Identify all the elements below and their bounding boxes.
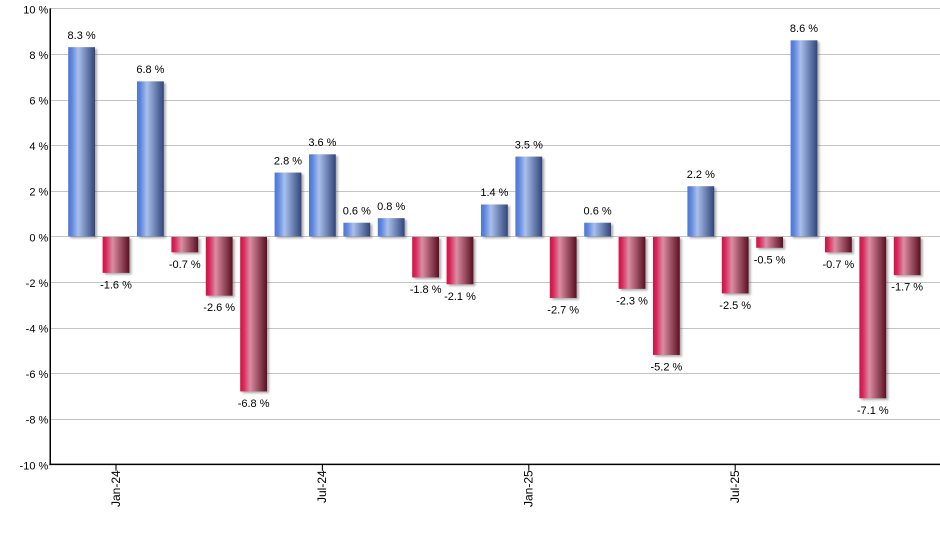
svg-text:-6.8 %: -6.8 % bbox=[238, 398, 270, 410]
svg-text:6.8 %: 6.8 % bbox=[136, 64, 164, 76]
svg-text:-0.7 %: -0.7 % bbox=[169, 259, 201, 271]
svg-text:-2.7 %: -2.7 % bbox=[547, 305, 579, 317]
svg-text:-2.1 %: -2.1 % bbox=[444, 291, 476, 303]
svg-text:-8 %: -8 % bbox=[26, 415, 49, 427]
svg-text:2.2 %: 2.2 % bbox=[687, 169, 715, 181]
svg-text:-10 %: -10 % bbox=[20, 460, 49, 472]
svg-text:3.6 %: 3.6 % bbox=[308, 137, 336, 149]
svg-text:Jul-25: Jul-25 bbox=[728, 470, 742, 503]
svg-text:-5.2 %: -5.2 % bbox=[651, 362, 683, 374]
svg-text:-6 %: -6 % bbox=[26, 369, 49, 381]
svg-text:Jan-25: Jan-25 bbox=[522, 470, 536, 507]
svg-text:2.8 %: 2.8 % bbox=[274, 155, 302, 167]
svg-text:-2.5 %: -2.5 % bbox=[719, 300, 751, 312]
svg-text:-2.6 %: -2.6 % bbox=[203, 302, 235, 314]
svg-text:Jan-24: Jan-24 bbox=[109, 470, 123, 507]
svg-text:10 %: 10 % bbox=[23, 4, 48, 16]
svg-text:-1.8 %: -1.8 % bbox=[410, 284, 442, 296]
svg-text:0.8 %: 0.8 % bbox=[377, 201, 405, 213]
svg-text:Jul-24: Jul-24 bbox=[315, 470, 329, 503]
svg-text:0.6 %: 0.6 % bbox=[584, 205, 612, 217]
svg-text:-2 %: -2 % bbox=[26, 278, 49, 290]
svg-text:-1.7 %: -1.7 % bbox=[891, 282, 923, 294]
svg-text:8 %: 8 % bbox=[29, 50, 48, 62]
svg-text:1.4 %: 1.4 % bbox=[480, 187, 508, 199]
svg-text:0.6 %: 0.6 % bbox=[343, 205, 371, 217]
svg-text:-1.6 %: -1.6 % bbox=[100, 279, 132, 291]
svg-text:4 %: 4 % bbox=[29, 141, 48, 153]
svg-text:8.6 %: 8.6 % bbox=[790, 23, 818, 35]
svg-text:8.3 %: 8.3 % bbox=[68, 30, 96, 42]
svg-text:6 %: 6 % bbox=[29, 96, 48, 108]
svg-text:-4 %: -4 % bbox=[26, 324, 49, 336]
svg-text:2 %: 2 % bbox=[29, 187, 48, 199]
svg-text:-7.1 %: -7.1 % bbox=[857, 405, 889, 417]
svg-text:-0.7 %: -0.7 % bbox=[823, 259, 855, 271]
svg-text:0 %: 0 % bbox=[29, 232, 48, 244]
svg-text:-0.5 %: -0.5 % bbox=[754, 254, 786, 266]
svg-text:-2.3 %: -2.3 % bbox=[616, 295, 648, 307]
svg-text:3.5 %: 3.5 % bbox=[515, 139, 543, 151]
